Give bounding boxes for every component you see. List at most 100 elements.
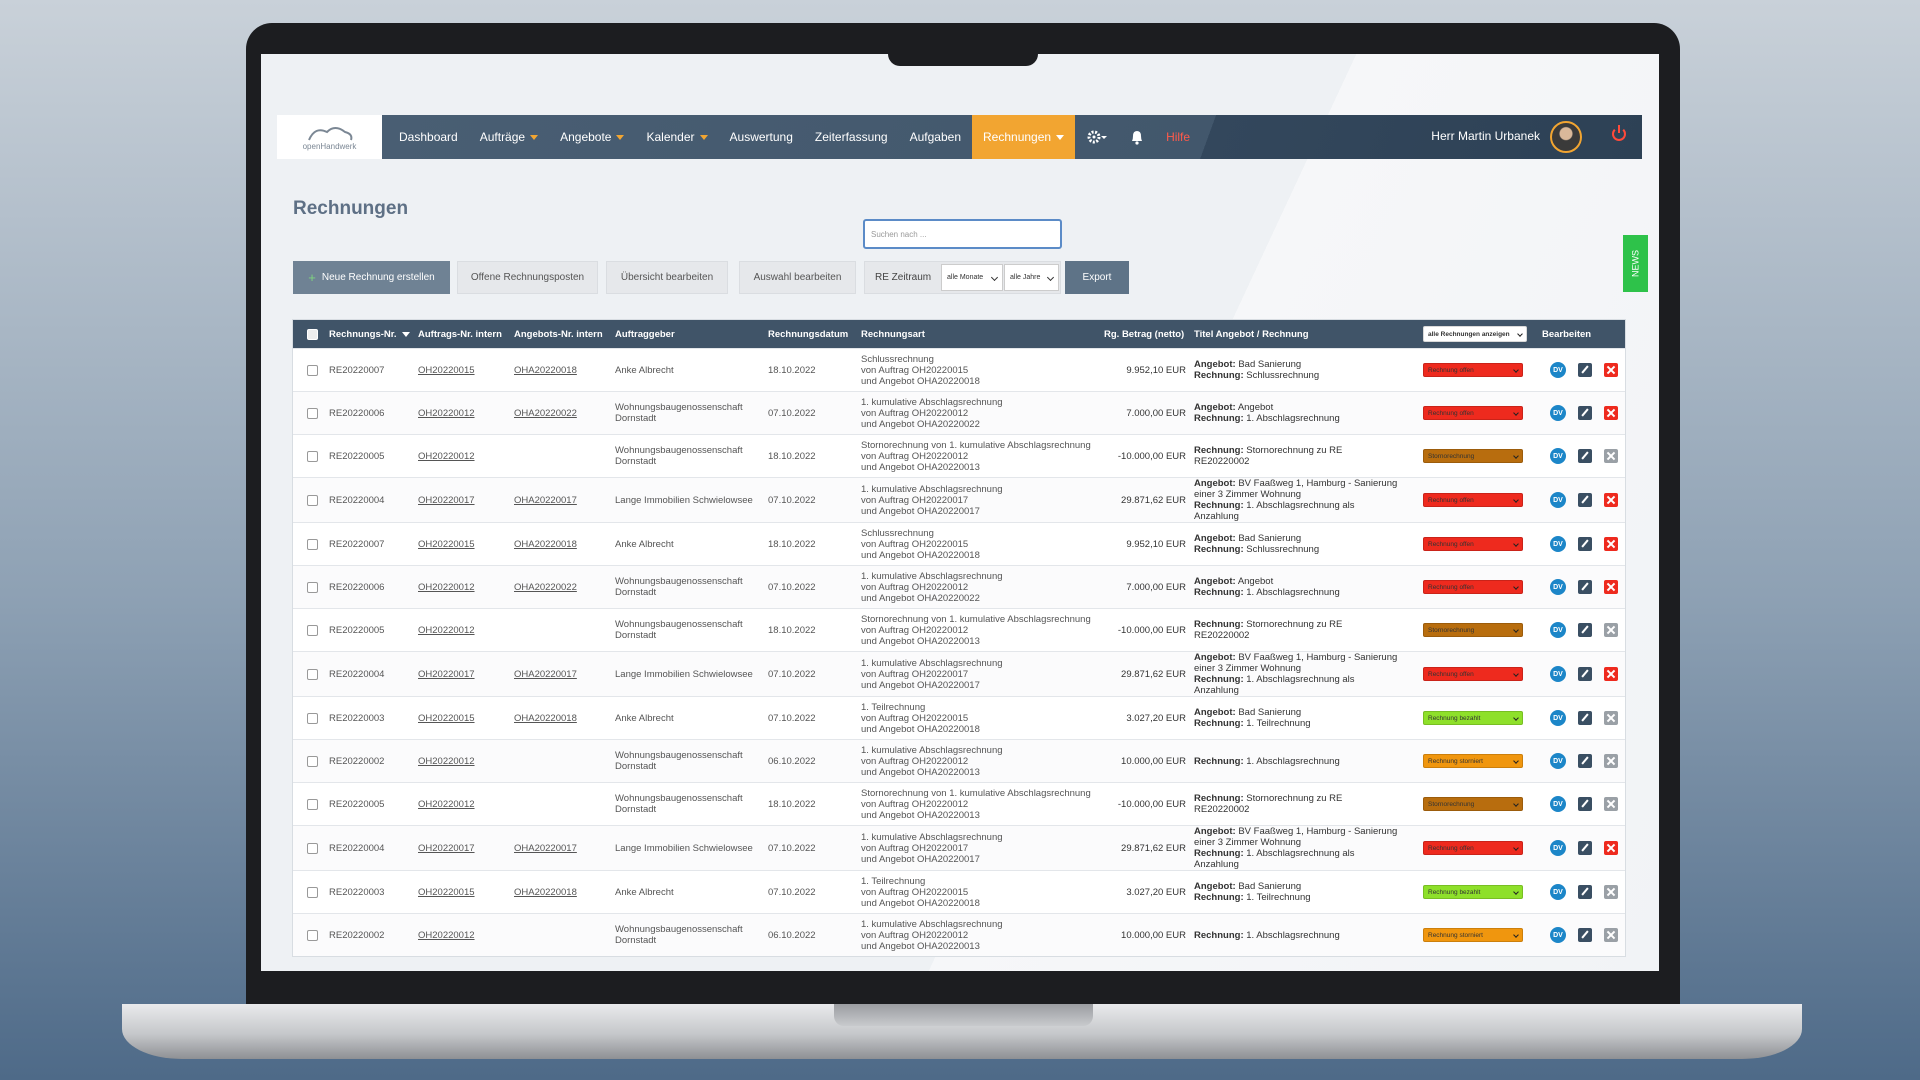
- cancel-button[interactable]: [1604, 667, 1618, 681]
- cancel-button[interactable]: [1604, 797, 1618, 811]
- dv-button[interactable]: DV: [1550, 840, 1566, 856]
- order-link[interactable]: OH20220012: [418, 581, 475, 593]
- export-button[interactable]: Export: [1065, 261, 1129, 294]
- status-select[interactable]: Stornorechnung: [1423, 797, 1523, 811]
- offer-link[interactable]: OHA20220018: [514, 886, 577, 898]
- nav-item[interactable]: Angebote: [549, 115, 635, 159]
- settings-icon[interactable]: [1075, 115, 1119, 159]
- edit-button[interactable]: [1578, 754, 1592, 768]
- edit-button[interactable]: [1578, 928, 1592, 942]
- status-select[interactable]: Stornorechnung: [1423, 449, 1523, 463]
- dv-button[interactable]: DV: [1550, 753, 1566, 769]
- row-checkbox[interactable]: [307, 407, 318, 419]
- order-link[interactable]: OH20220015: [418, 538, 475, 550]
- row-checkbox[interactable]: [307, 929, 318, 941]
- order-link[interactable]: OH20220017: [418, 494, 475, 506]
- offer-link[interactable]: OHA20220018: [514, 538, 577, 550]
- edit-button[interactable]: [1578, 623, 1592, 637]
- dv-button[interactable]: DV: [1550, 710, 1566, 726]
- nav-item[interactable]: Dashboard: [388, 115, 469, 159]
- dv-button[interactable]: DV: [1550, 927, 1566, 943]
- open-items-button[interactable]: Offene Rechnungsposten: [457, 261, 598, 294]
- row-checkbox[interactable]: [307, 886, 318, 898]
- help-link[interactable]: Hilfe: [1166, 130, 1191, 144]
- dv-button[interactable]: DV: [1550, 884, 1566, 900]
- cancel-button[interactable]: [1604, 885, 1618, 899]
- status-select[interactable]: Rechnung bezahlt: [1423, 711, 1523, 725]
- offer-link[interactable]: OHA20220017: [514, 842, 577, 854]
- offer-link[interactable]: OHA20220018: [514, 364, 577, 376]
- row-checkbox[interactable]: [307, 712, 318, 724]
- cancel-button[interactable]: [1604, 623, 1618, 637]
- dv-button[interactable]: DV: [1550, 796, 1566, 812]
- offer-link[interactable]: OHA20220017: [514, 668, 577, 680]
- search-input[interactable]: Suchen nach ...: [863, 219, 1062, 249]
- cancel-button[interactable]: [1604, 493, 1618, 507]
- dv-button[interactable]: DV: [1550, 405, 1566, 421]
- status-select[interactable]: Rechnung storniert: [1423, 928, 1523, 942]
- offer-link[interactable]: OHA20220017: [514, 494, 577, 506]
- edit-button[interactable]: [1578, 711, 1592, 725]
- cancel-button[interactable]: [1604, 363, 1618, 377]
- row-checkbox[interactable]: [307, 624, 318, 636]
- cancel-button[interactable]: [1604, 580, 1618, 594]
- order-link[interactable]: OH20220017: [418, 668, 475, 680]
- nav-item[interactable]: Kalender: [635, 115, 718, 159]
- nav-item[interactable]: Aufgaben: [899, 115, 972, 159]
- order-link[interactable]: OH20220015: [418, 886, 475, 898]
- news-tab[interactable]: NEWS: [1623, 235, 1648, 292]
- row-checkbox[interactable]: [307, 538, 318, 550]
- order-link[interactable]: OH20220015: [418, 712, 475, 724]
- edit-button[interactable]: [1578, 449, 1592, 463]
- edit-button[interactable]: [1578, 885, 1592, 899]
- logout-button[interactable]: [1612, 125, 1626, 141]
- header-cell[interactable]: Rechnungs-Nr.: [325, 320, 414, 349]
- status-select[interactable]: Rechnung bezahlt: [1423, 885, 1523, 899]
- status-select[interactable]: Rechnung offen: [1423, 537, 1523, 551]
- row-checkbox[interactable]: [307, 755, 318, 767]
- overview-button[interactable]: Übersicht bearbeiten: [606, 261, 728, 294]
- select-all-checkbox[interactable]: [307, 328, 318, 340]
- edit-button[interactable]: [1578, 537, 1592, 551]
- status-select[interactable]: Stornorechnung: [1423, 623, 1523, 637]
- cancel-button[interactable]: [1604, 754, 1618, 768]
- logo[interactable]: openHandwerk: [277, 115, 382, 159]
- status-select[interactable]: Rechnung offen: [1423, 667, 1523, 681]
- new-invoice-button[interactable]: + Neue Rechnung erstellen: [293, 261, 450, 294]
- dv-button[interactable]: DV: [1550, 448, 1566, 464]
- order-link[interactable]: OH20220012: [418, 450, 475, 462]
- order-link[interactable]: OH20220012: [418, 407, 475, 419]
- edit-button[interactable]: [1578, 667, 1592, 681]
- offer-link[interactable]: OHA20220022: [514, 581, 577, 593]
- offer-link[interactable]: OHA20220022: [514, 407, 577, 419]
- filter-select[interactable]: alle Rechnungen anzeigen: [1423, 326, 1527, 342]
- edit-button[interactable]: [1578, 841, 1592, 855]
- cancel-button[interactable]: [1604, 537, 1618, 551]
- offer-link[interactable]: OHA20220018: [514, 712, 577, 724]
- row-checkbox[interactable]: [307, 364, 318, 376]
- dv-button[interactable]: DV: [1550, 666, 1566, 682]
- status-select[interactable]: Rechnung offen: [1423, 841, 1523, 855]
- row-checkbox[interactable]: [307, 494, 318, 506]
- status-select[interactable]: Rechnung storniert: [1423, 754, 1523, 768]
- nav-item[interactable]: Rechnungen: [972, 115, 1076, 159]
- edit-button[interactable]: [1578, 580, 1592, 594]
- row-checkbox[interactable]: [307, 798, 318, 810]
- cancel-button[interactable]: [1604, 406, 1618, 420]
- notification-bell[interactable]: [1119, 115, 1155, 159]
- cancel-button[interactable]: [1604, 928, 1618, 942]
- order-link[interactable]: OH20220012: [418, 755, 475, 767]
- cancel-button[interactable]: [1604, 449, 1618, 463]
- cancel-button[interactable]: [1604, 841, 1618, 855]
- row-checkbox[interactable]: [307, 450, 318, 462]
- order-link[interactable]: OH20220017: [418, 842, 475, 854]
- dv-button[interactable]: DV: [1550, 362, 1566, 378]
- order-link[interactable]: OH20220012: [418, 798, 475, 810]
- status-select[interactable]: Rechnung offen: [1423, 406, 1523, 420]
- row-checkbox[interactable]: [307, 668, 318, 680]
- order-link[interactable]: OH20220015: [418, 364, 475, 376]
- row-checkbox[interactable]: [307, 581, 318, 593]
- year-select[interactable]: alle Jahre: [1004, 264, 1059, 291]
- avatar[interactable]: [1550, 121, 1582, 153]
- edit-button[interactable]: [1578, 406, 1592, 420]
